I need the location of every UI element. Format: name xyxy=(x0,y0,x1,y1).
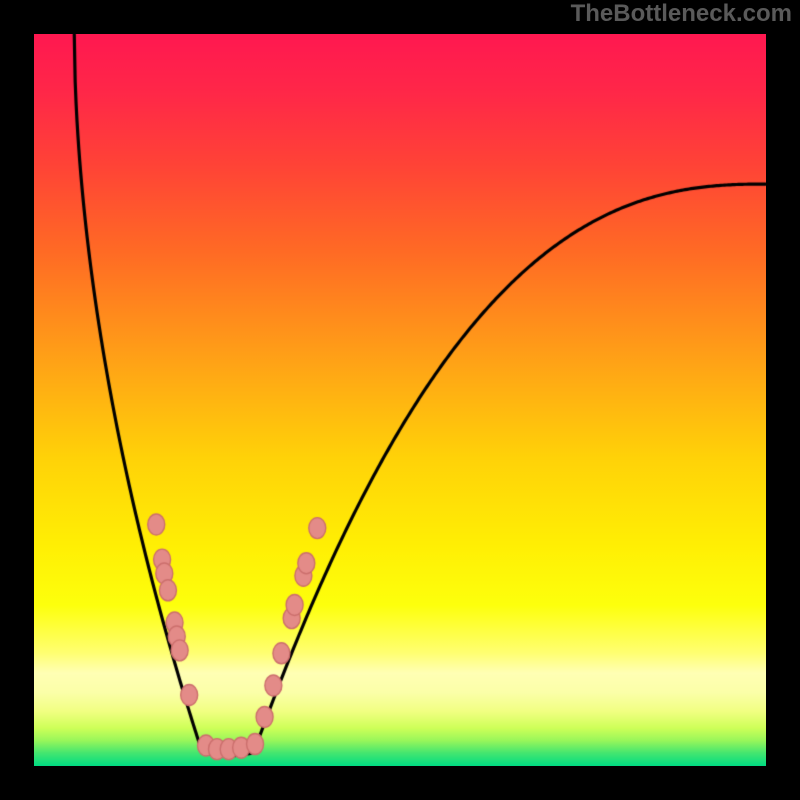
watermark-label: TheBottleneck.com xyxy=(571,0,792,28)
bottleneck-curve-chart xyxy=(0,0,800,800)
